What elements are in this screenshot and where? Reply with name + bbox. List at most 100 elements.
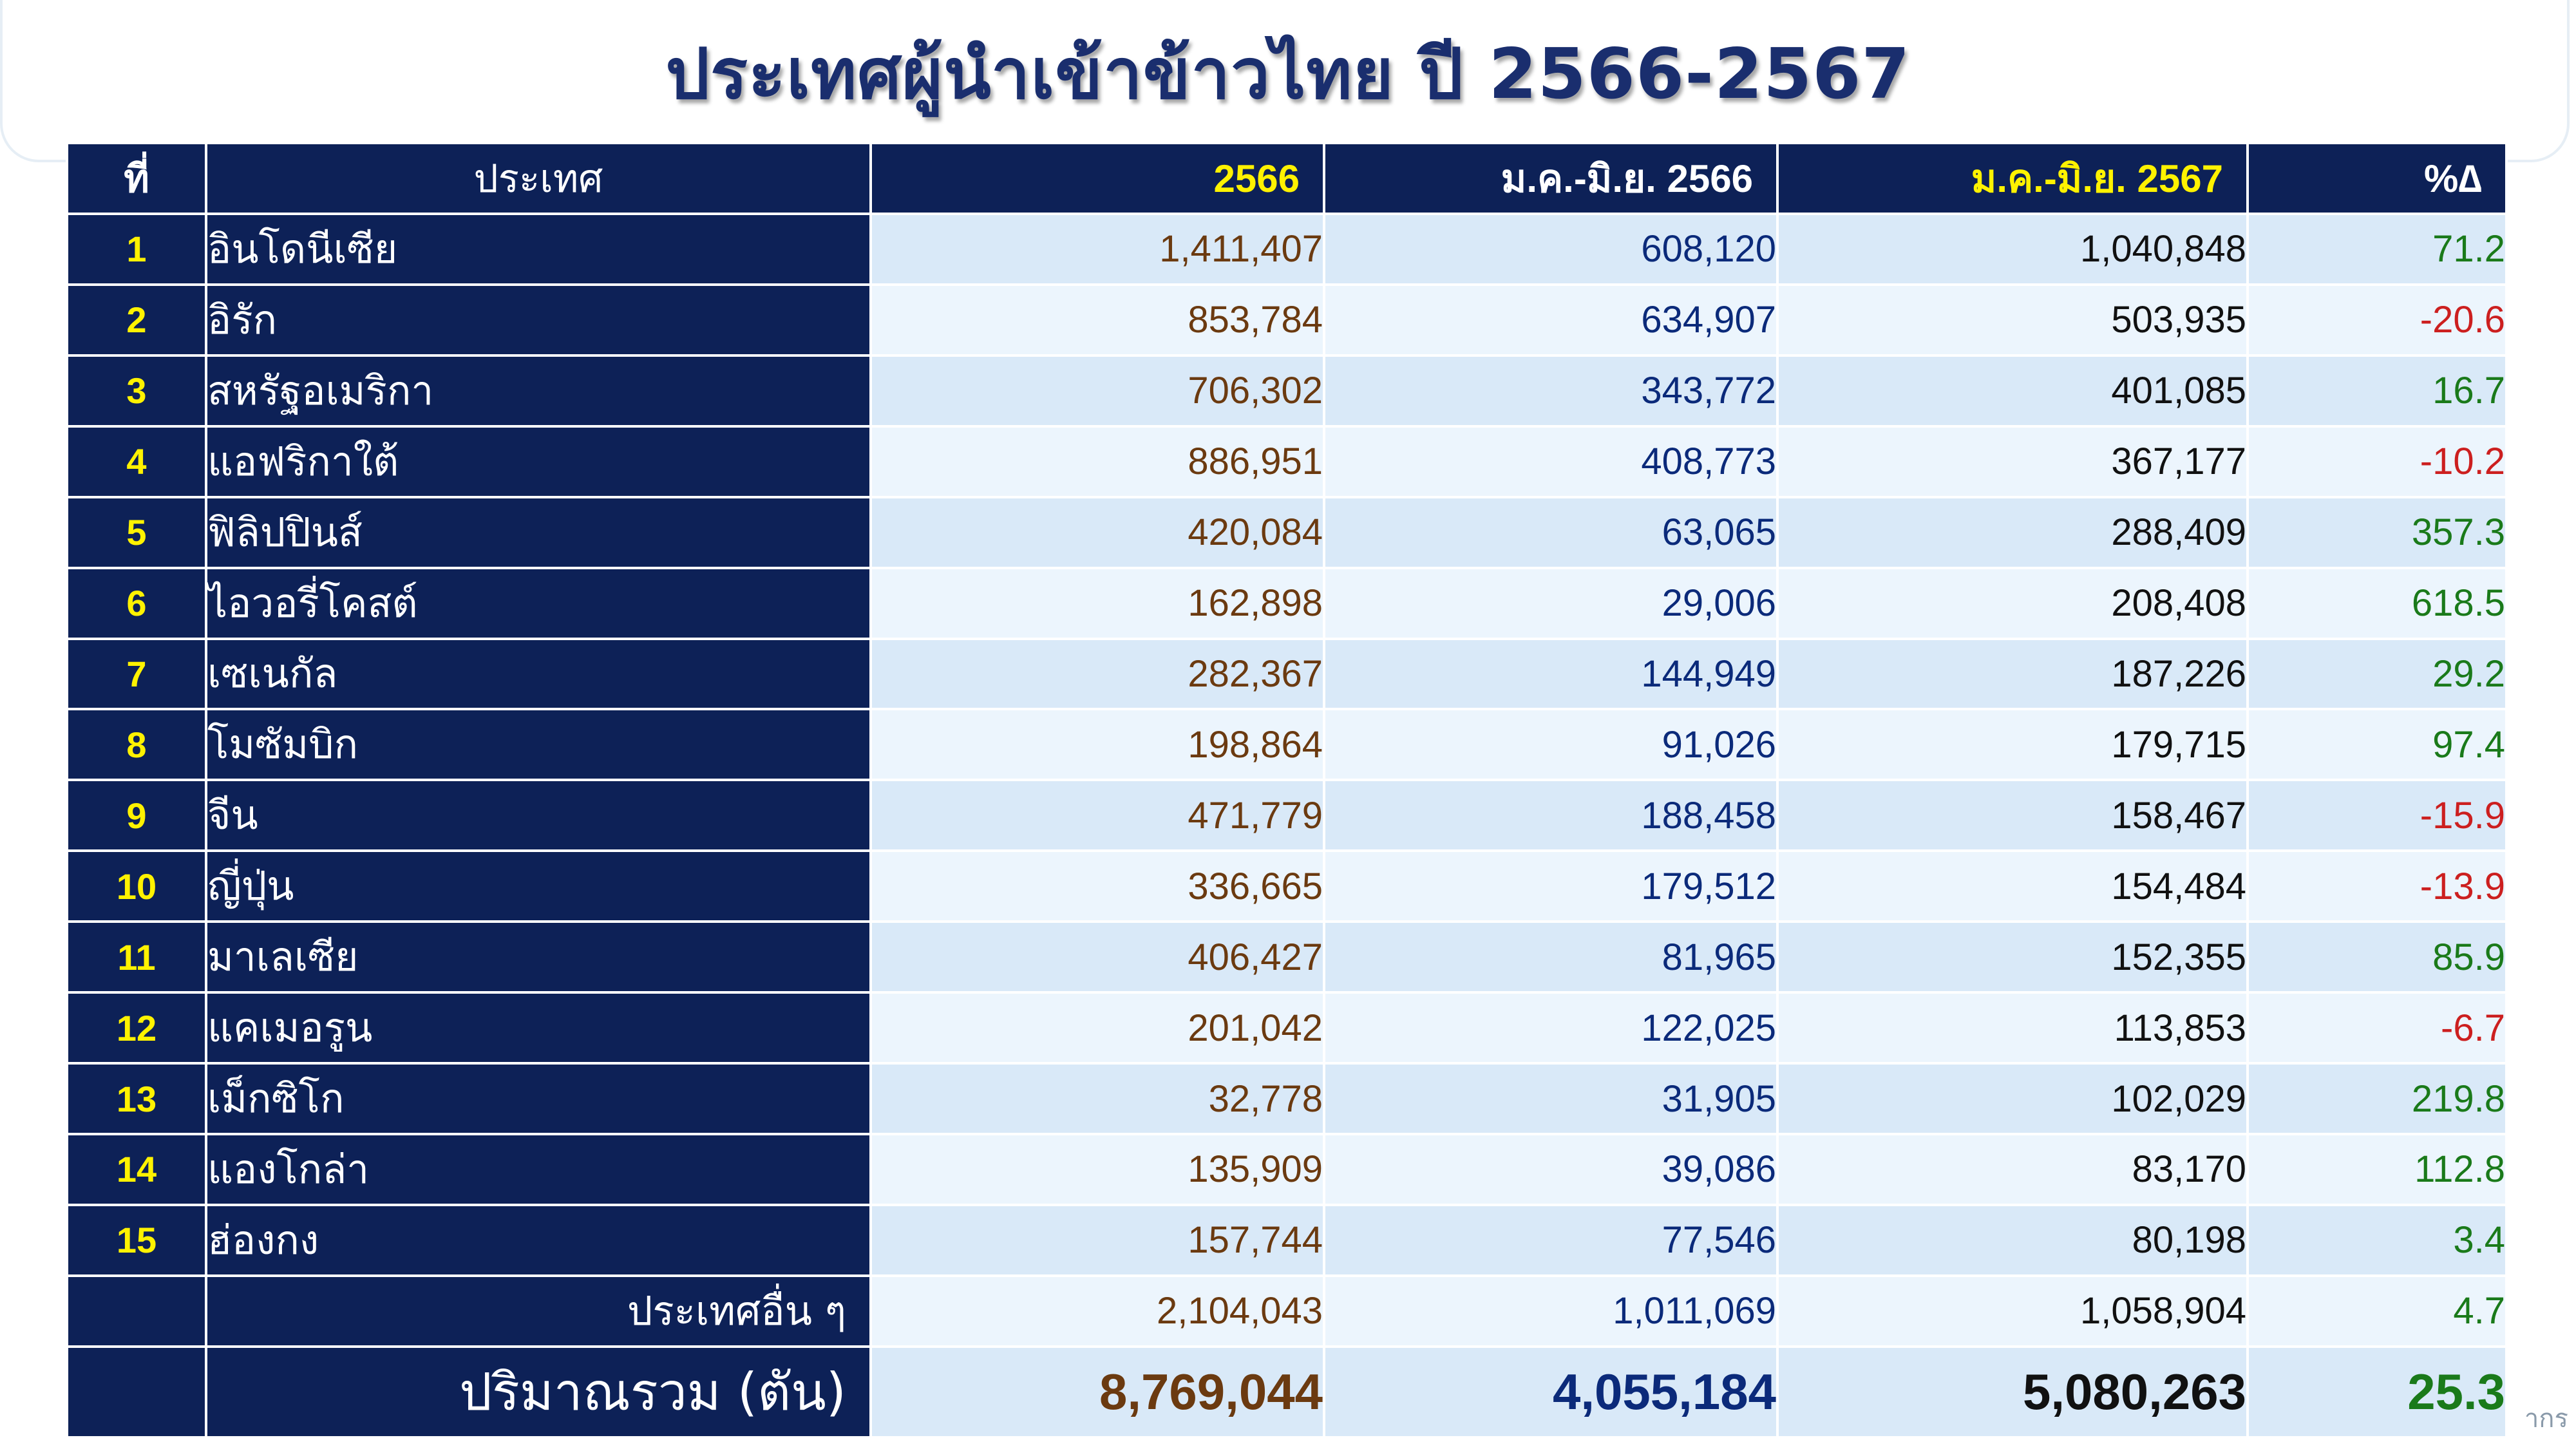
- value-jan-jun-2567-cell: 401,085: [1776, 354, 2249, 428]
- country-cell: ฟิลิปปินส์: [205, 495, 872, 569]
- table-row: 8 โมซัมบิก 198,864 91,026 179,715 97.4: [66, 708, 2508, 782]
- header-jan-jun-2567: ม.ค.-มิ.ย. 2567: [1776, 142, 2249, 215]
- value-jan-jun-2566-cell: 31,905: [1323, 1062, 1779, 1135]
- table-row: 4 แอฟริกาใต้ 886,951 408,773 367,177 -10…: [66, 424, 2508, 498]
- pct-change-cell: 3.4: [2246, 1203, 2508, 1277]
- country-cell: ญี่ปุ่น: [205, 849, 872, 923]
- rank-cell: 13: [66, 1062, 207, 1135]
- header-jan-jun-2566: ม.ค.-มิ.ย. 2566: [1323, 142, 1779, 215]
- table-row: 5 ฟิลิปปินส์ 420,084 63,065 288,409 357.…: [66, 495, 2508, 569]
- total-pct-change-cell: 25.3: [2246, 1345, 2508, 1439]
- value-jan-jun-2567-cell: 80,198: [1776, 1203, 2249, 1277]
- header-pct-change: %∆: [2246, 142, 2508, 215]
- value-2566-cell: 162,898: [869, 566, 1325, 640]
- rank-cell-empty: [66, 1274, 207, 1348]
- value-jan-jun-2566-cell: 343,772: [1323, 354, 1779, 428]
- rank-cell: 3: [66, 354, 207, 428]
- value-jan-jun-2567-cell: 152,355: [1776, 920, 2249, 994]
- value-jan-jun-2566-cell: 39,086: [1323, 1132, 1779, 1206]
- value-jan-jun-2566-cell: 91,026: [1323, 708, 1779, 782]
- rank-cell: 11: [66, 920, 207, 994]
- source-note-fragment: ากร: [2524, 1404, 2568, 1434]
- country-cell: อิรัก: [205, 283, 872, 357]
- rank-cell: 1: [66, 213, 207, 286]
- rank-cell: 9: [66, 779, 207, 853]
- table-row: 11 มาเลเซีย 406,427 81,965 152,355 85.9: [66, 920, 2508, 994]
- value-jan-jun-2567-cell: 179,715: [1776, 708, 2249, 782]
- pct-change-cell: 112.8: [2246, 1132, 2508, 1206]
- pct-change-cell: -15.9: [2246, 779, 2508, 853]
- value-jan-jun-2566-cell: 608,120: [1323, 213, 1779, 286]
- value-jan-jun-2566-cell: 179,512: [1323, 849, 1779, 923]
- country-cell: อินโดนีเซีย: [205, 213, 872, 286]
- pct-change-cell: 85.9: [2246, 920, 2508, 994]
- value-2566-cell: 420,084: [869, 495, 1325, 569]
- country-cell: ฮ่องกง: [205, 1203, 872, 1277]
- value-jan-jun-2567-cell: 208,408: [1776, 566, 2249, 640]
- total-2566-cell: 8,769,044: [869, 1345, 1325, 1439]
- rank-cell: 4: [66, 424, 207, 498]
- others-label: ประเทศอื่น ๆ: [205, 1274, 872, 1348]
- value-2566-cell: 32,778: [869, 1062, 1325, 1135]
- value-2566-cell: 471,779: [869, 779, 1325, 853]
- value-2566-cell: 886,951: [869, 424, 1325, 498]
- rice-importers-table: ที่ ประเทศ 2566 ม.ค.-มิ.ย. 2566 ม.ค.-มิ.…: [66, 142, 2508, 1439]
- country-cell: มาเลเซีย: [205, 920, 872, 994]
- value-jan-jun-2567-cell: 187,226: [1776, 637, 2249, 711]
- country-cell: โมซัมบิก: [205, 708, 872, 782]
- pct-change-cell: 29.2: [2246, 637, 2508, 711]
- rank-cell: 5: [66, 495, 207, 569]
- value-2566-cell: 706,302: [869, 354, 1325, 428]
- value-2566-cell: 1,411,407: [869, 213, 1325, 286]
- pct-change-cell: 97.4: [2246, 708, 2508, 782]
- rank-cell: 10: [66, 849, 207, 923]
- value-jan-jun-2566-cell: 77,546: [1323, 1203, 1779, 1277]
- total-jan-jun-2567-cell: 5,080,263: [1776, 1345, 2249, 1439]
- country-cell: ไอวอรี่โคสต์: [205, 566, 872, 640]
- value-jan-jun-2567-cell: 503,935: [1776, 283, 2249, 357]
- country-cell: เซเนกัล: [205, 637, 872, 711]
- value-jan-jun-2566-cell: 63,065: [1323, 495, 1779, 569]
- title-panel: [0, 0, 2570, 162]
- country-cell: จีน: [205, 779, 872, 853]
- rank-cell: 8: [66, 708, 207, 782]
- others-row: ประเทศอื่น ๆ 2,104,043 1,011,069 1,058,9…: [66, 1274, 2508, 1348]
- value-2566-cell: 853,784: [869, 283, 1325, 357]
- value-jan-jun-2567-cell: 158,467: [1776, 779, 2249, 853]
- rank-cell: 7: [66, 637, 207, 711]
- pct-change-cell: -13.9: [2246, 849, 2508, 923]
- others-pct-change-cell: 4.7: [2246, 1274, 2508, 1348]
- table-row: 9 จีน 471,779 188,458 158,467 -15.9: [66, 779, 2508, 853]
- country-cell: แองโกล่า: [205, 1132, 872, 1206]
- table-row: 7 เซเนกัล 282,367 144,949 187,226 29.2: [66, 637, 2508, 711]
- value-2566-cell: 157,744: [869, 1203, 1325, 1277]
- table-row: 10 ญี่ปุ่น 336,665 179,512 154,484 -13.9: [66, 849, 2508, 923]
- total-jan-jun-2566-cell: 4,055,184: [1323, 1345, 1779, 1439]
- table-row: 13 เม็กซิโก 32,778 31,905 102,029 219.8: [66, 1062, 2508, 1135]
- value-jan-jun-2566-cell: 122,025: [1323, 991, 1779, 1065]
- value-jan-jun-2567-cell: 1,040,848: [1776, 213, 2249, 286]
- value-jan-jun-2567-cell: 367,177: [1776, 424, 2249, 498]
- table-row: 3 สหรัฐอเมริกา 706,302 343,772 401,085 1…: [66, 354, 2508, 428]
- header-rank: ที่: [66, 142, 207, 215]
- rank-cell: 12: [66, 991, 207, 1065]
- header-row: ที่ ประเทศ 2566 ม.ค.-มิ.ย. 2566 ม.ค.-มิ.…: [66, 142, 2508, 215]
- page-title: ประเทศผู้นำเข้าข้าวไทย ปี 2566-2567: [665, 34, 1911, 115]
- value-jan-jun-2566-cell: 29,006: [1323, 566, 1779, 640]
- header-2566: 2566: [869, 142, 1325, 215]
- pct-change-cell: -10.2: [2246, 424, 2508, 498]
- value-2566-cell: 406,427: [869, 920, 1325, 994]
- others-2566-cell: 2,104,043: [869, 1274, 1325, 1348]
- table-body: 1 อินโดนีเซีย 1,411,407 608,120 1,040,84…: [66, 213, 2508, 1439]
- value-jan-jun-2566-cell: 144,949: [1323, 637, 1779, 711]
- value-jan-jun-2567-cell: 83,170: [1776, 1132, 2249, 1206]
- rank-cell: 2: [66, 283, 207, 357]
- value-jan-jun-2567-cell: 102,029: [1776, 1062, 2249, 1135]
- pct-change-cell: 219.8: [2246, 1062, 2508, 1135]
- table-row: 15 ฮ่องกง 157,744 77,546 80,198 3.4: [66, 1203, 2508, 1277]
- table-row: 2 อิรัก 853,784 634,907 503,935 -20.6: [66, 283, 2508, 357]
- pct-change-cell: 618.5: [2246, 566, 2508, 640]
- value-jan-jun-2566-cell: 81,965: [1323, 920, 1779, 994]
- header-country: ประเทศ: [205, 142, 872, 215]
- value-jan-jun-2566-cell: 188,458: [1323, 779, 1779, 853]
